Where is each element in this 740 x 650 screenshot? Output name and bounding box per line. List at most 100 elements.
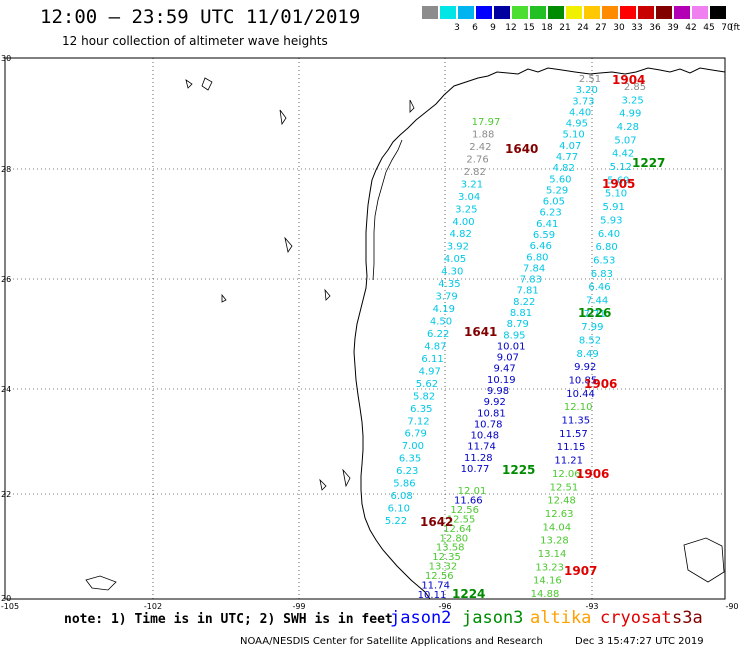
- scale-tick-label: 21: [559, 23, 571, 33]
- track-a-value: 6.79: [405, 429, 427, 440]
- pass-time-label: 1224: [452, 587, 485, 601]
- track-d-value: 10.85: [569, 376, 598, 387]
- track-c-value: 10.48: [471, 431, 500, 442]
- track-d-value: 5.69: [607, 175, 629, 186]
- footer-note: note: 1) Time is in UTC; 2) SWH is in fe…: [64, 612, 393, 627]
- lon-label: -96: [438, 602, 451, 611]
- track-d-value: 12.10: [564, 402, 593, 413]
- track-c-value: 9.98: [487, 386, 509, 397]
- track-c-value: 4.95: [566, 119, 588, 130]
- pass-time-labels: 1904 1640 1227 1905 1226 1641 1906 1225 1906 1642…: [420, 73, 665, 601]
- track-c-value: 3.20: [576, 85, 598, 96]
- track-c-value: 9.92: [484, 397, 506, 408]
- track-c-value: 7.83: [520, 275, 542, 286]
- scale-swatch: [494, 6, 510, 19]
- track-a-value: 3.21: [461, 179, 483, 190]
- track-a-value: 6.35: [410, 404, 432, 415]
- track-a-value: 6.10: [388, 504, 410, 515]
- track-c-value: 10.78: [474, 419, 503, 430]
- credit-text: NOAA/NESDIS Center for Satellite Applica…: [240, 636, 543, 647]
- track-c-value: 6.41: [536, 219, 558, 230]
- map-subtitle: 12 hour collection of altimeter wave hei…: [62, 34, 328, 48]
- scale-tick-label: 18: [541, 23, 553, 33]
- scale-tick-label: 27: [595, 23, 607, 33]
- track-b-value: 13.32: [429, 562, 458, 573]
- scale-tick-label: 15: [523, 23, 535, 33]
- scale-swatch: [674, 6, 690, 19]
- scale-tick-label: 6: [472, 23, 478, 33]
- scale-tick-label: 70: [721, 23, 733, 33]
- track-a-value: 5.22: [385, 516, 407, 527]
- pass-time-label: 1227: [632, 156, 665, 170]
- track-a-value: 7.00: [402, 441, 424, 452]
- track-d-value: 14.16: [533, 576, 562, 587]
- track-a-value: 4.50: [430, 317, 452, 328]
- lat-label: 28: [1, 165, 11, 174]
- track-a-value: 3.79: [435, 292, 457, 303]
- lat-label: 30: [1, 54, 11, 63]
- pass-time-label: 1640: [505, 142, 538, 156]
- track-a-value: 2.82: [464, 167, 486, 178]
- track-d-value: 11.15: [557, 442, 586, 453]
- track-b-value: 13.58: [436, 543, 465, 554]
- track-d-value: 12.51: [550, 482, 579, 493]
- axis-labels: 30 28 26 24 22 20-105 -102 -99 -96 -93 -90: [1, 54, 739, 611]
- track-d-value: 7.44: [586, 295, 608, 306]
- track-c-value: 8.81: [510, 308, 532, 319]
- track-a-value: 4.19: [433, 304, 455, 315]
- track-a-value: 4.35: [438, 279, 460, 290]
- track-d-value: 6.53: [593, 255, 615, 266]
- scale-swatch: [566, 6, 582, 19]
- track-c-value: 6.59: [533, 230, 555, 241]
- track-a-value: 4.87: [424, 341, 446, 352]
- scale-swatch: [620, 6, 636, 19]
- track-a-value: 4.05: [444, 254, 466, 265]
- track-d-value: 6.40: [598, 229, 620, 240]
- track-values: 17.971.882.422.762.823.213.043.254.004.8…: [385, 74, 646, 601]
- track-d-value: 2.85: [624, 82, 646, 93]
- track-d-value: 11.57: [559, 429, 588, 440]
- track-c-value: 5.10: [562, 130, 584, 141]
- scale-tick-label: 9: [490, 23, 496, 33]
- scale-swatch: [440, 6, 456, 19]
- track-c-value: 10.77: [461, 464, 490, 475]
- lat-label: 24: [1, 385, 11, 394]
- scale-tick-label: 42: [685, 23, 697, 33]
- track-b-value: 12.64: [443, 524, 472, 535]
- scale-swatch: [602, 6, 618, 19]
- track-c-value: 10.19: [487, 375, 516, 386]
- pass-time-label: 1642: [420, 515, 453, 529]
- track-d-value: 13.23: [535, 562, 564, 573]
- track-d-value: 10.44: [566, 389, 595, 400]
- scale-swatch: [548, 6, 564, 19]
- track-b-value: 11.66: [454, 495, 483, 506]
- map-title: 12:00 – 23:59 UTC 11/01/2019: [40, 6, 361, 28]
- track-c-value: 3.73: [572, 96, 594, 107]
- scale-tick-label: 36: [649, 23, 661, 33]
- track-a-value: 3.25: [455, 204, 477, 215]
- scale-swatch: [584, 6, 600, 19]
- scale-tick-label: 45: [703, 23, 715, 33]
- track-c-value: 4.40: [569, 107, 591, 118]
- track-a-value: 3.04: [458, 192, 480, 203]
- track-c-value: 10.81: [477, 408, 506, 419]
- track-b-value: 10.11: [418, 590, 447, 601]
- track-a-value: 4.00: [452, 217, 474, 228]
- track-d-value: 6.83: [591, 269, 613, 280]
- pass-time-label: 1907: [564, 564, 597, 578]
- credit-date: Dec 3 15:47:27 UTC 2019: [575, 636, 704, 647]
- track-d-value: 13.28: [540, 536, 569, 547]
- track-c-value: 4.07: [559, 141, 581, 152]
- track-b-value: 11.74: [421, 581, 450, 592]
- track-d-value: 5.10: [605, 189, 627, 200]
- pass-time-label: 1904: [612, 73, 645, 87]
- track-c-value: 5.29: [546, 185, 568, 196]
- pass-time-label: 1905: [602, 177, 635, 191]
- track-a-value: 5.86: [393, 479, 415, 490]
- scale-swatch: [710, 6, 726, 19]
- track-a-value: 4.97: [419, 366, 441, 377]
- scale-swatch: [422, 6, 438, 19]
- track-a-value: 7.12: [407, 416, 429, 427]
- track-d-value: 5.12: [610, 162, 632, 173]
